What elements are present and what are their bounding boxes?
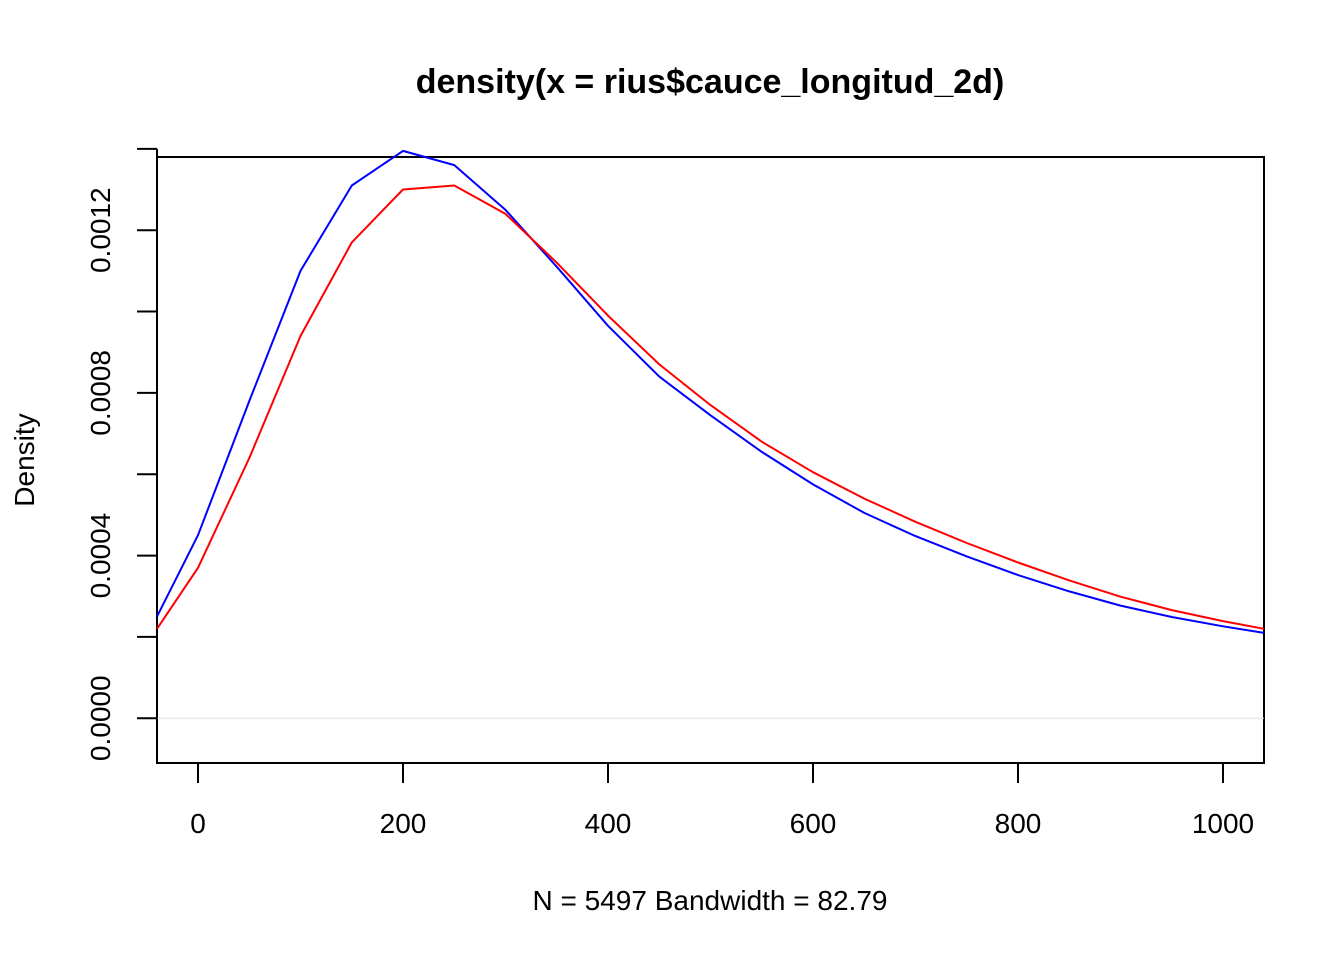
- plot-frame: [156, 156, 1265, 764]
- series-line-blue: [156, 149, 1265, 634]
- x-tick-label: 0: [190, 808, 206, 839]
- x-tick-label: 400: [585, 808, 632, 839]
- y-tick-label: 0.0012: [85, 187, 116, 273]
- x-tick-label: 800: [995, 808, 1042, 839]
- x-tick-label: 200: [380, 808, 427, 839]
- x-axis: 0 200 400 600 800 1000: [190, 762, 1254, 839]
- y-axis: 0.0000 0.0004 0.0008 0.0012: [85, 147, 158, 761]
- series-line-red: [156, 184, 1265, 630]
- y-tick-label: 0.0004: [85, 513, 116, 599]
- y-tick-label: 0.0008: [85, 350, 116, 436]
- x-axis-label: N = 5497 Bandwidth = 82.79: [533, 885, 888, 916]
- x-tick-label: 600: [790, 808, 837, 839]
- y-tick-label: 0.0000: [85, 675, 116, 761]
- y-axis-label: Density: [9, 413, 40, 506]
- chart-title: density(x = rius$cauce_longitud_2d): [416, 63, 1005, 101]
- x-tick-label: 1000: [1192, 808, 1254, 839]
- series-group: [156, 149, 1265, 634]
